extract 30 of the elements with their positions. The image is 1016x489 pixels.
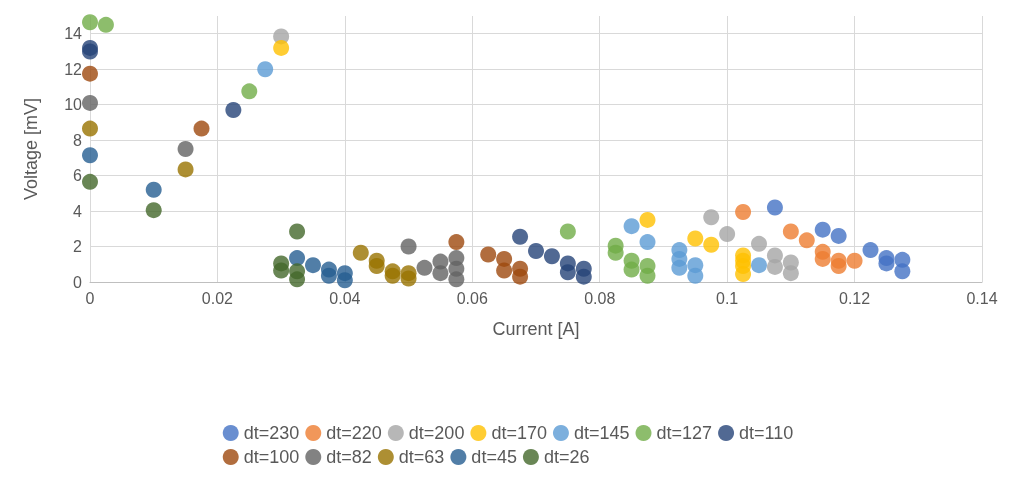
- y-tick-label: 6: [73, 167, 83, 185]
- legend-label: dt=170: [491, 423, 547, 443]
- y-tick-label: 12: [64, 60, 83, 78]
- legend-label: dt=127: [656, 423, 713, 443]
- legend-label: dt=26: [543, 447, 590, 467]
- legend-label: dt=63: [398, 447, 445, 467]
- y-tick-label: 10: [64, 96, 83, 114]
- x-tick-label: 0.04: [329, 289, 361, 307]
- x-tick-label: 0.12: [839, 289, 871, 307]
- y-axis-title: Voltage [mV]: [21, 97, 41, 201]
- x-axis-title: Current [A]: [492, 319, 580, 339]
- legend-label: dt=230: [243, 423, 300, 443]
- y-tick-label: 2: [73, 238, 83, 256]
- x-tick-label: 0.06: [456, 289, 488, 307]
- legend-label: dt=82: [326, 447, 372, 467]
- y-tick-label: 0: [73, 273, 83, 291]
- legend-label: dt=145: [573, 423, 630, 443]
- y-tick-label: 8: [73, 131, 83, 149]
- x-tick-label: 0.1: [716, 289, 739, 307]
- y-tick-label: 4: [73, 202, 83, 220]
- legend-label: dt=110: [739, 423, 794, 443]
- x-tick-label: 0.14: [966, 289, 998, 307]
- y-tick-label: 14: [64, 25, 83, 43]
- x-tick-label: 0: [85, 289, 95, 307]
- legend-label: dt=200: [408, 423, 465, 443]
- x-tick-label: 0.08: [584, 289, 616, 307]
- legend-label: dt=45: [471, 447, 517, 467]
- x-tick-label: 0.02: [201, 289, 234, 307]
- legend-label: dt=100: [243, 447, 300, 467]
- legend-label: dt=220: [326, 423, 382, 443]
